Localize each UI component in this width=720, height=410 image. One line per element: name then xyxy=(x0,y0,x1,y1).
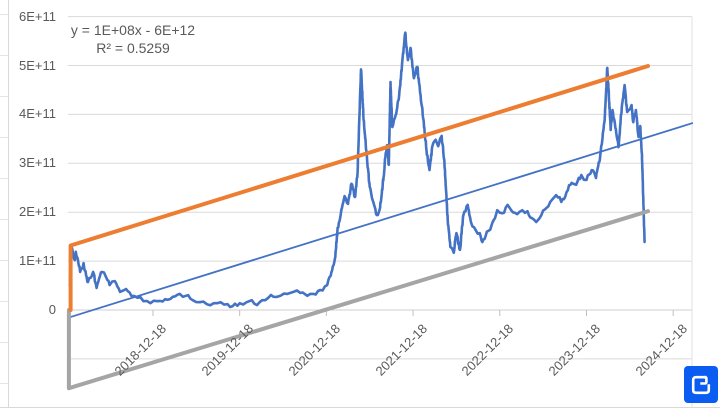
series-market-cap-daily xyxy=(68,31,646,309)
spreadsheet-row-line xyxy=(0,137,8,138)
spreadsheet-row-line xyxy=(0,219,8,220)
y-axis-label: 2E+11 xyxy=(19,204,56,220)
y-axis-label: 0 xyxy=(48,302,56,317)
spreadsheet-row-line xyxy=(0,260,8,261)
spreadsheet-row-line xyxy=(0,55,8,56)
spreadsheet-row-line xyxy=(0,342,8,343)
equation-text: y = 1E+08x - 6E+12 xyxy=(70,22,196,38)
r-squared-text: R² = 0.5259 xyxy=(96,40,170,56)
y-axis-label: 5E+11 xyxy=(19,57,56,73)
y-axis-label: 3E+11 xyxy=(19,155,56,171)
series-lower-channel-line xyxy=(66,209,650,391)
spreadsheet-row-line xyxy=(0,14,8,15)
trendline-equation: y = 1E+08x - 6E+12 R² = 0.5259 xyxy=(57,21,209,57)
spreadsheet-row-line xyxy=(0,96,8,97)
y-axis-label: 1E+11 xyxy=(19,253,56,269)
spreadsheet-row-line xyxy=(0,178,8,179)
series-upper-channel-line xyxy=(68,64,650,312)
copy-window-icon xyxy=(691,375,711,394)
series-linear-trendline xyxy=(67,122,694,319)
y-axis-label: 6E+11 xyxy=(19,8,56,24)
spreadsheet-row-line xyxy=(0,301,8,302)
screenshot-tool-button[interactable] xyxy=(684,366,718,403)
spreadsheet-row-line xyxy=(0,383,8,384)
y-axis-label: 4E+11 xyxy=(19,106,56,122)
chart-bottom-border xyxy=(0,407,720,408)
chart-left-border xyxy=(8,0,9,407)
